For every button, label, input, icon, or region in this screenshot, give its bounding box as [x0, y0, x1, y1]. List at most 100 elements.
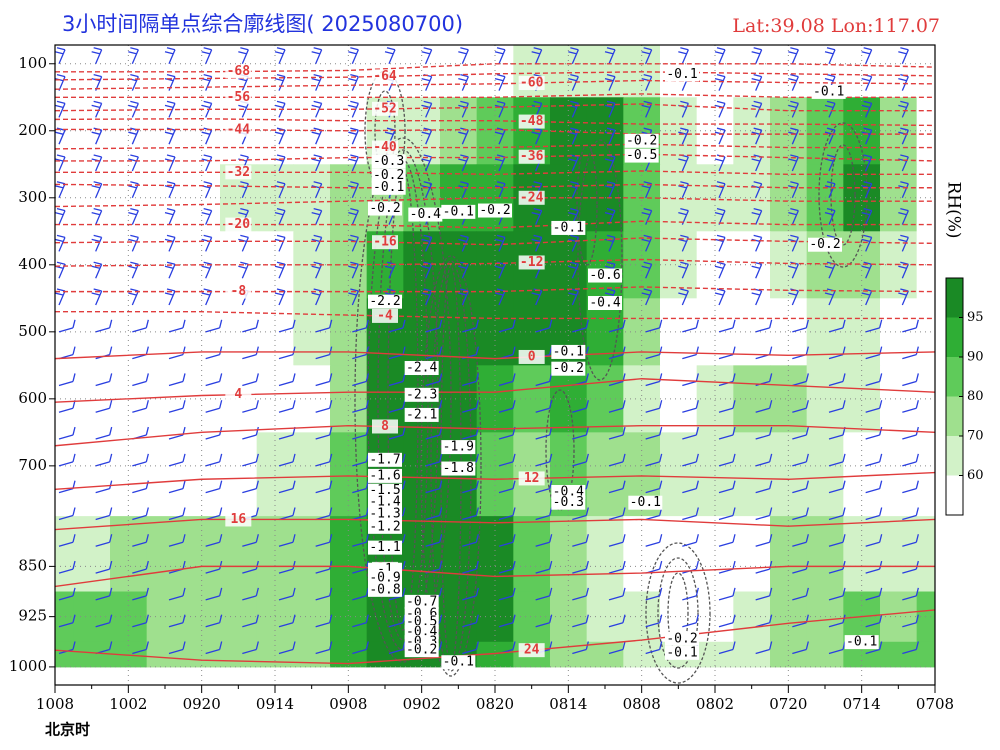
omega-label: -0.1 — [553, 220, 584, 235]
rh-cell — [733, 231, 771, 299]
wind-barb — [572, 507, 589, 521]
label-bg — [518, 471, 545, 486]
wind-barb — [58, 534, 76, 547]
wind-barb — [902, 319, 919, 333]
wind-barb — [682, 426, 699, 440]
rh-cell — [146, 641, 184, 668]
rh-cell — [623, 365, 661, 433]
wind-barb — [572, 614, 589, 628]
rh-cell — [55, 298, 74, 366]
wind-barb — [278, 373, 296, 387]
wind-barb — [861, 288, 873, 306]
label-bg — [368, 582, 402, 597]
omega-label: -0.1 — [666, 67, 697, 82]
rh-cell — [73, 591, 111, 643]
label-bg — [225, 387, 252, 402]
colorbar-bin — [946, 278, 963, 318]
wind-barb — [164, 181, 176, 199]
omega-contour — [577, 139, 623, 381]
wind-barb — [718, 400, 736, 413]
wind-barb — [421, 288, 433, 306]
colorbar-bin — [946, 317, 963, 357]
rh-cell — [293, 591, 331, 643]
label-bg — [368, 468, 402, 483]
wind-barb — [535, 587, 553, 601]
omega-label: -1.6 — [369, 468, 400, 483]
wind-barb — [902, 480, 919, 494]
wind-barb — [608, 641, 626, 655]
wind-barb — [315, 426, 333, 440]
isotherm-label: 8 — [381, 419, 389, 434]
rh-field — [55, 45, 935, 668]
wind-barb — [682, 453, 699, 467]
wind-barb — [755, 453, 773, 467]
rh-cell — [916, 432, 935, 517]
wind-barb — [132, 453, 149, 467]
wind-barb — [682, 400, 699, 413]
wind-barb — [205, 641, 223, 655]
wind-barb — [939, 588, 955, 600]
isotherm-label: -36 — [520, 149, 544, 164]
wind-barb — [278, 453, 296, 467]
label-bg — [368, 495, 402, 510]
label-bg — [441, 655, 476, 670]
omega-label: -0.2 — [553, 361, 584, 376]
x-tick-label: 0708 — [916, 695, 954, 713]
isotherm — [55, 63, 935, 73]
wind-barb — [55, 207, 66, 225]
wind-barb — [315, 614, 333, 628]
y-tick-label: 925 — [18, 607, 47, 625]
wind-barb — [388, 426, 406, 440]
wind-barb — [572, 453, 589, 467]
rh-cell — [770, 641, 808, 668]
wind-barb — [205, 534, 223, 547]
wind-barb — [205, 560, 223, 574]
wind-barb — [604, 47, 616, 65]
colorbar-bin — [946, 475, 963, 515]
rh-cell — [366, 641, 404, 668]
wind-barb — [238, 47, 249, 65]
wind-barb — [201, 207, 213, 225]
wind-barb — [95, 480, 113, 494]
wind-barb — [939, 642, 955, 654]
isotherm-label: -4 — [377, 308, 393, 323]
rh-cell — [183, 591, 221, 643]
wind-barb — [531, 207, 543, 225]
wind-barb — [828, 534, 846, 547]
wind-barb — [132, 534, 149, 547]
wind-barb — [824, 207, 836, 225]
isotherm — [55, 220, 935, 229]
omega-label: -0.8 — [369, 582, 400, 597]
label-bg — [441, 440, 476, 455]
wind-barb — [865, 426, 883, 440]
label-bg — [225, 165, 252, 180]
wind-barb — [751, 100, 763, 118]
label-bg — [518, 149, 545, 164]
label-bg — [368, 570, 402, 585]
wind-barb — [498, 453, 516, 467]
wind-barb — [755, 507, 773, 521]
rh-cell — [440, 45, 478, 98]
wind-barb — [608, 453, 626, 467]
colorbar-label: RH(%) — [944, 181, 964, 238]
wind-barb — [352, 373, 369, 387]
wind-barb — [164, 207, 176, 225]
wind-barb — [568, 261, 579, 279]
wind-barb — [604, 73, 616, 91]
wind-barb — [902, 614, 919, 628]
wind-barb — [58, 453, 76, 467]
contour-labels: -68-64-60-56-52-48-44-40-36-32-28-24-20-… — [225, 64, 879, 670]
wind-barb — [95, 534, 113, 547]
wind-barb — [168, 319, 186, 333]
wind-barb — [572, 560, 589, 574]
wind-barb — [238, 234, 249, 252]
wind-barb — [91, 288, 103, 306]
wind-barb — [865, 400, 883, 413]
rh-cell — [696, 641, 734, 668]
wind-barb — [498, 507, 516, 521]
wind-barb — [58, 507, 76, 521]
wind-barb — [828, 319, 846, 333]
wind-barb — [865, 453, 883, 467]
